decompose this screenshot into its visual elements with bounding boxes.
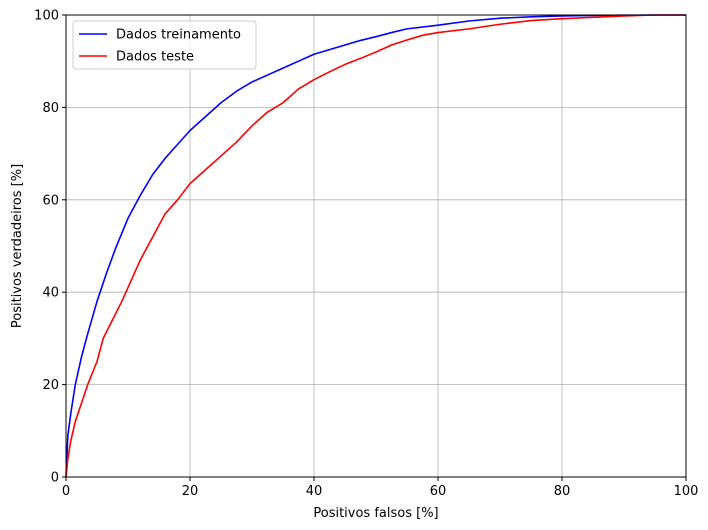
legend-label-1: Dados teste xyxy=(116,50,194,65)
y-axis-label: Positivos verdadeiros [%] xyxy=(10,164,25,328)
x-tick-label-4: 80 xyxy=(554,484,571,499)
plot-frame xyxy=(65,14,687,478)
y-tick-label-1: 20 xyxy=(42,378,59,393)
y-tick-label-0: 0 xyxy=(51,471,59,486)
plot-series xyxy=(65,14,686,478)
x-tick-label-3: 60 xyxy=(430,484,447,499)
y-tick-label-4: 80 xyxy=(42,101,59,116)
y-tick-label-5: 100 xyxy=(34,9,59,24)
series-line-0 xyxy=(65,14,686,478)
legend: Dados treinamento Dados teste xyxy=(72,20,257,70)
legend-box xyxy=(72,20,257,70)
x-tick-label-1: 20 xyxy=(182,484,199,499)
axis-ticks: 0 20 40 60 80 100 0 20 40 60 80 100 xyxy=(34,9,698,500)
x-tick-label-5: 100 xyxy=(674,484,699,499)
series-line-1 xyxy=(65,14,686,478)
x-tick-label-0: 0 xyxy=(62,484,70,499)
legend-label-0: Dados treinamento xyxy=(116,28,241,43)
y-tick-label-3: 60 xyxy=(42,193,59,208)
x-tick-label-2: 40 xyxy=(306,484,323,499)
y-tick-label-2: 40 xyxy=(42,286,59,301)
x-axis-label: Positivos falsos [%] xyxy=(313,506,438,521)
